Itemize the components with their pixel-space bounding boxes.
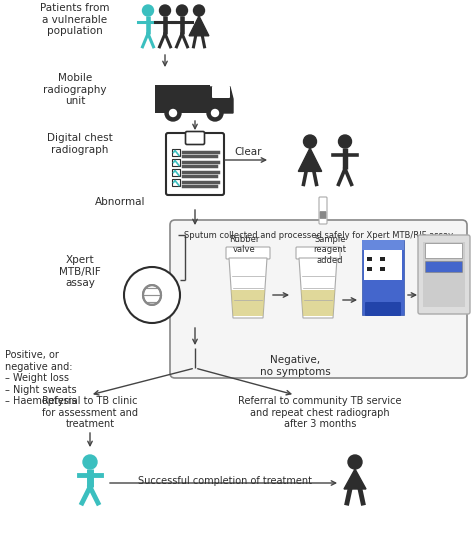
Text: Mobile
radiography
unit: Mobile radiography unit (43, 73, 107, 106)
Text: Xpert
MTB/RIF
assay: Xpert MTB/RIF assay (59, 255, 101, 288)
Polygon shape (301, 290, 335, 316)
Text: Sputum collected and processed safely for Xpert MTB/RIF assay: Sputum collected and processed safely fo… (184, 231, 453, 240)
Circle shape (211, 110, 219, 116)
Polygon shape (299, 258, 337, 318)
Polygon shape (189, 16, 209, 36)
FancyBboxPatch shape (172, 169, 180, 176)
FancyBboxPatch shape (172, 179, 180, 186)
FancyBboxPatch shape (362, 240, 404, 250)
Circle shape (348, 455, 362, 469)
Circle shape (83, 455, 97, 469)
Polygon shape (231, 290, 265, 316)
FancyBboxPatch shape (362, 240, 404, 315)
FancyBboxPatch shape (423, 242, 465, 307)
FancyBboxPatch shape (185, 131, 204, 144)
FancyBboxPatch shape (367, 257, 372, 261)
Circle shape (124, 267, 180, 323)
Circle shape (170, 110, 176, 116)
Circle shape (193, 5, 204, 16)
FancyBboxPatch shape (170, 220, 467, 378)
Circle shape (165, 105, 181, 121)
Circle shape (303, 135, 317, 148)
Text: Negative,
no symptoms: Negative, no symptoms (260, 355, 330, 377)
Circle shape (159, 5, 171, 16)
FancyBboxPatch shape (155, 85, 210, 113)
FancyBboxPatch shape (364, 250, 402, 280)
FancyBboxPatch shape (367, 267, 372, 271)
Circle shape (338, 135, 352, 148)
Polygon shape (210, 87, 233, 113)
Text: Abnormal: Abnormal (95, 197, 145, 207)
FancyBboxPatch shape (320, 211, 326, 219)
FancyBboxPatch shape (380, 257, 385, 261)
Text: Digital chest
radiograph: Digital chest radiograph (47, 133, 113, 155)
Text: Referral to community TB service
and repeat chest radiograph
after 3 months: Referral to community TB service and rep… (238, 396, 402, 429)
Text: Successful completion of treatment: Successful completion of treatment (138, 476, 312, 486)
FancyBboxPatch shape (365, 302, 401, 316)
Text: Clear: Clear (234, 147, 262, 157)
Text: Sample
reagent
added: Sample reagent added (313, 235, 346, 265)
FancyBboxPatch shape (426, 262, 463, 272)
FancyBboxPatch shape (166, 133, 224, 195)
FancyBboxPatch shape (380, 267, 385, 271)
Text: Patients from
a vulnerable
population: Patients from a vulnerable population (40, 3, 110, 36)
Polygon shape (344, 469, 366, 489)
Text: Referral to TB clinic
for assessment and
treatment: Referral to TB clinic for assessment and… (42, 396, 138, 429)
FancyBboxPatch shape (296, 247, 340, 259)
FancyBboxPatch shape (172, 159, 180, 166)
Circle shape (176, 5, 188, 16)
Polygon shape (298, 148, 322, 172)
FancyBboxPatch shape (172, 149, 180, 156)
FancyBboxPatch shape (426, 243, 463, 258)
Polygon shape (229, 258, 267, 318)
Circle shape (207, 105, 223, 121)
Text: Positive, or
negative and:
– Weight loss
– Night sweats
– Haemoptysis: Positive, or negative and: – Weight loss… (5, 350, 77, 406)
FancyBboxPatch shape (226, 247, 270, 259)
FancyBboxPatch shape (212, 86, 230, 98)
Text: Rubber
valve: Rubber valve (229, 235, 259, 254)
Circle shape (143, 5, 154, 16)
FancyBboxPatch shape (418, 235, 470, 314)
FancyBboxPatch shape (319, 197, 327, 224)
